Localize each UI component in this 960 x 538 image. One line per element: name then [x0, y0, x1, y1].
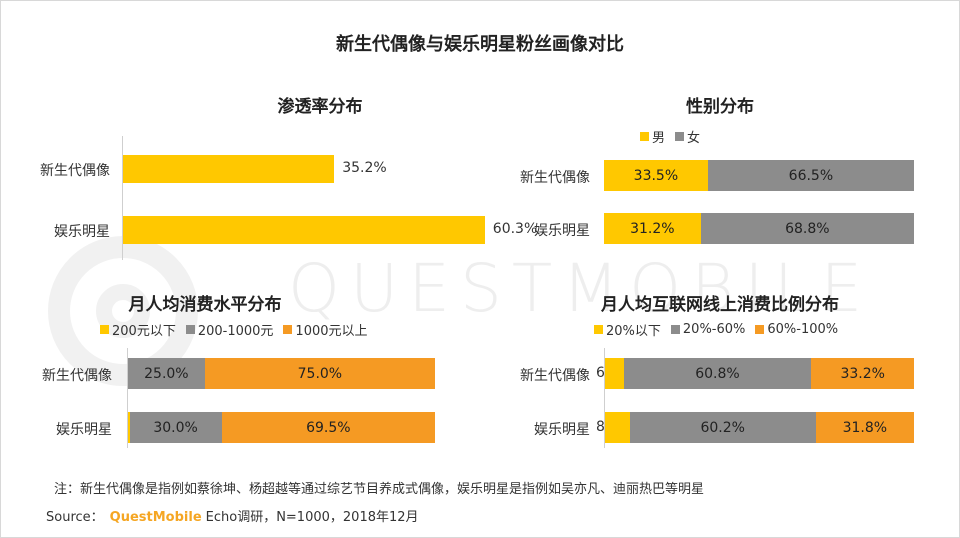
legend-swatch — [755, 325, 765, 334]
data-label: 66.5% — [788, 167, 834, 184]
page-title: 新生代偶像与娱乐明星粉丝画像对比 — [336, 34, 624, 55]
data-label: 60.8% — [695, 365, 740, 382]
data-label: 68.8% — [785, 220, 830, 237]
category-label: 新生代偶像 — [520, 367, 590, 384]
stacked-bar: 60.2% 31.8% — [605, 412, 914, 443]
legend-label: 1000元以上 — [295, 324, 368, 339]
category-label: 新生代偶像 — [40, 163, 110, 179]
bar-segment — [605, 412, 630, 443]
source-prefix: Source： — [46, 510, 104, 525]
legend-swatch — [670, 325, 680, 334]
chart-legend: 男女 — [640, 127, 700, 146]
watermark-text: QUESTMOBILE — [288, 250, 873, 327]
legend-item: 60%-100% — [755, 322, 838, 337]
data-label: 33.2% — [840, 365, 885, 382]
legend-item: 200-1000元 — [185, 320, 274, 339]
stacked-bar — [123, 216, 485, 244]
footnote: 注：新生代偶像是指例如蔡徐坤、杨超越等通过综艺节目养成式偶像，娱乐明星是指例如吴… — [54, 482, 705, 497]
category-label: 娱乐明星 — [54, 224, 110, 240]
legend-swatch — [100, 325, 109, 334]
data-label: 33.5% — [633, 167, 679, 184]
chart-title: 性别分布 — [686, 97, 754, 117]
legend-item: 200元以下 — [100, 320, 176, 339]
category-label: 娱乐明星 — [534, 421, 590, 438]
legend-item: 男 — [640, 127, 665, 146]
data-label: 30.0% — [153, 419, 198, 436]
chart-legend: 20%以下 20%-60% 60%-100% — [594, 320, 838, 339]
stacked-bar — [123, 155, 335, 183]
chart-title: 月人均消费水平分布 — [128, 295, 282, 315]
category-label: 新生代偶像 — [520, 169, 590, 186]
legend-item: 1000元以上 — [283, 320, 368, 339]
bar-segment: 69.5% — [221, 412, 435, 443]
legend-label: 男 — [652, 131, 666, 146]
legend-swatch — [640, 132, 649, 141]
category-axis-line — [122, 136, 123, 260]
bar-segment: 68.8% — [700, 213, 914, 244]
data-label: 60.2% — [700, 419, 745, 436]
stacked-bar: 25.0% 75.0% — [128, 358, 435, 389]
legend-swatch — [185, 325, 195, 334]
legend-label: 20%-60% — [682, 322, 746, 337]
chart-title: 渗透率分布 — [277, 97, 363, 117]
source-brand: QuestMobile — [109, 510, 202, 525]
legend-swatch — [675, 132, 685, 141]
legend-label: 20%以下 — [606, 324, 661, 339]
data-label: 25.0% — [144, 365, 189, 382]
bar-segment — [123, 216, 485, 244]
watermark-logo-core — [96, 284, 150, 338]
category-label: 娱乐明星 — [56, 421, 112, 438]
legend-item: 女 — [675, 127, 700, 146]
bar-segment: 31.8% — [815, 412, 914, 443]
legend-swatch — [594, 325, 603, 334]
bar-segment: 30.0% — [129, 412, 222, 443]
source-line: Source： QuestMobile Echo调研，N=1000，2018年12月 — [46, 506, 419, 525]
legend-item: 20%-60% — [670, 322, 746, 337]
bar-segment: 60.8% — [623, 358, 812, 389]
bar-segment: 60.2% — [629, 412, 816, 443]
data-label: 75.0% — [297, 365, 343, 382]
data-label: 31.8% — [842, 419, 888, 436]
bar-segment — [123, 155, 335, 183]
stacked-bar: 60.8% 33.2% — [605, 358, 914, 389]
data-label: 31.2% — [630, 220, 675, 237]
stacked-bar: 30.0% 69.5% — [128, 412, 435, 443]
category-axis-line — [127, 348, 128, 448]
category-label: 新生代偶像 — [42, 367, 112, 384]
bar-segment: 33.5% — [604, 160, 708, 191]
data-label: 60.3% — [492, 221, 538, 237]
legend-label: 60%-100% — [767, 322, 839, 337]
data-label: 35.2% — [342, 160, 387, 176]
category-label: 娱乐明星 — [534, 222, 590, 239]
category-axis-line — [604, 348, 605, 448]
bar-segment — [605, 358, 624, 389]
bar-segment: 75.0% — [204, 358, 435, 389]
legend-item: 20%以下 — [594, 320, 661, 339]
source-suffix: Echo调研，N=1000，2018年12月 — [205, 510, 419, 525]
chart-title: 月人均互联网线上消费比例分布 — [601, 295, 839, 315]
stacked-bar: 33.5% 66.5% — [604, 160, 914, 191]
bar-segment: 33.2% — [811, 358, 914, 389]
chart-legend: 200元以下 200-1000元 1000元以上 — [100, 320, 368, 339]
bar-segment: 25.0% — [128, 358, 205, 389]
legend-swatch — [283, 325, 293, 334]
data-label: 69.5% — [306, 419, 351, 436]
bar-segment: 31.2% — [604, 213, 701, 244]
bar-segment: 66.5% — [707, 160, 914, 191]
stacked-bar: 31.2% 68.8% — [604, 213, 914, 244]
legend-label: 200元以下 — [112, 324, 176, 339]
legend-label: 200-1000元 — [197, 324, 274, 339]
bar-segment — [128, 412, 130, 443]
legend-label: 女 — [687, 131, 701, 146]
